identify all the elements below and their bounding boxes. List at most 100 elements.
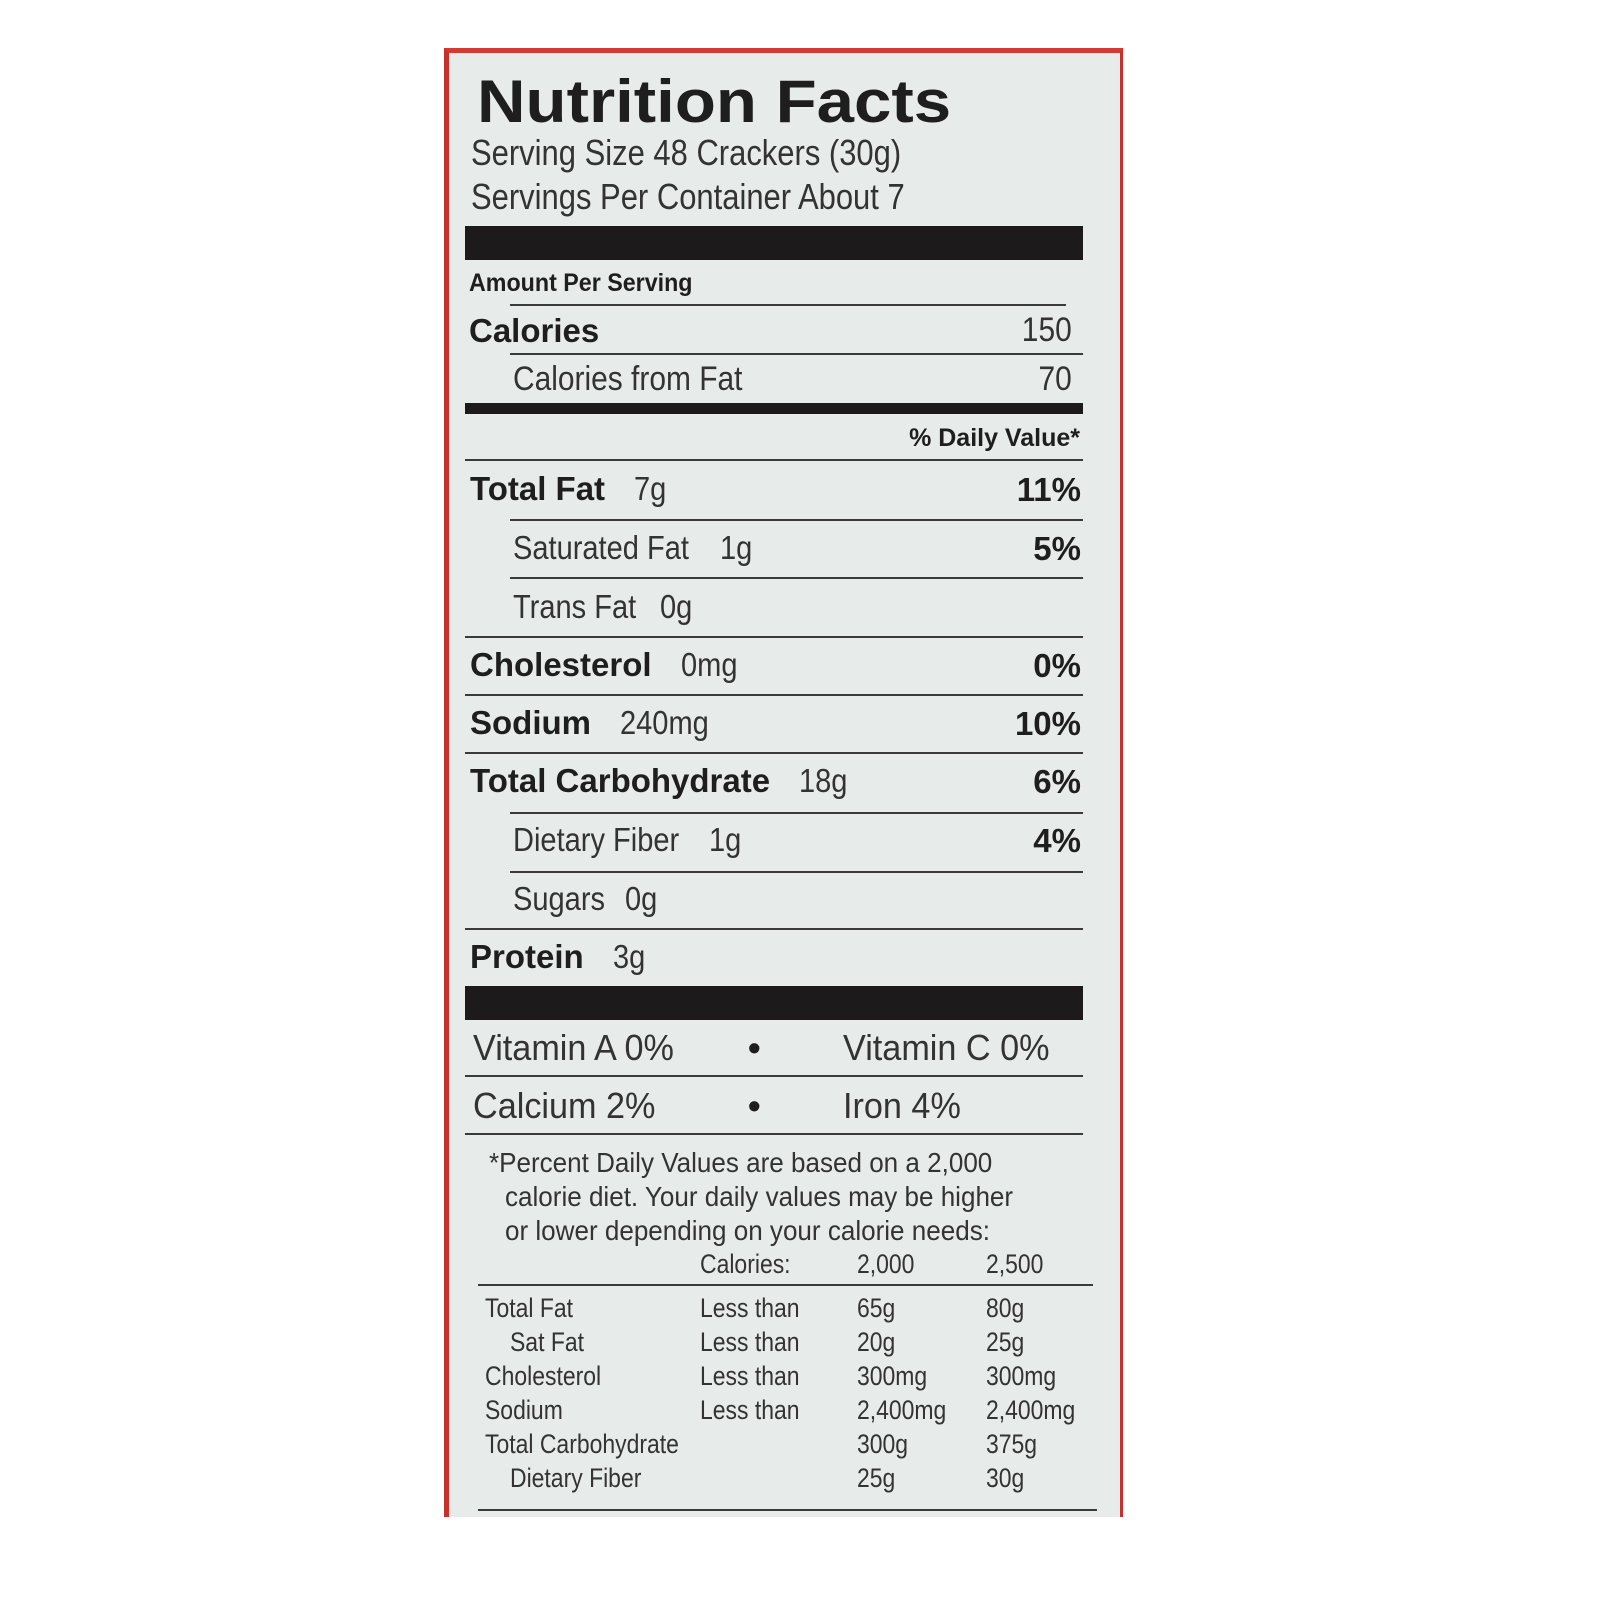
vitamin-right-text: Iron 4% <box>843 1085 961 1127</box>
nutrient-row: Dietary Fiber 1g <box>513 821 746 859</box>
dv-table-cell: 300mg <box>986 1361 1069 1392</box>
serving-size-text: Serving Size 48 Crackers (30g) <box>471 132 902 174</box>
divider <box>510 577 1083 579</box>
nutrient-row: Trans Fat 0g <box>513 588 697 626</box>
dv-table-cell-text: Total Fat <box>485 1293 574 1324</box>
dv-table-cell: Less than <box>700 1395 817 1426</box>
nutrient-daily-value: 5% <box>1033 530 1081 568</box>
dv-table-cell: 300mg <box>857 1361 940 1392</box>
dv-table-cell-text: Less than <box>700 1361 800 1392</box>
calories-label: Calories <box>469 312 599 350</box>
nutrient-amount: 7g <box>634 470 667 507</box>
nutrient-name: Trans Fat <box>513 588 637 625</box>
bullet-separator: • <box>748 1027 761 1068</box>
footnote-line: or lower depending on your calorie needs… <box>505 1215 1026 1247</box>
nutrient-daily-value-text: 4% <box>1033 821 1081 859</box>
nutrient-amount: 3g <box>612 938 646 975</box>
nutrient-daily-value: 6% <box>1033 763 1081 801</box>
dv-table-cell: Sat Fat <box>510 1327 597 1358</box>
nutrient-name: Cholesterol <box>470 646 652 683</box>
dv-table-header: Calories: <box>700 1249 807 1280</box>
vitamin-left: Vitamin A 0% <box>473 1027 684 1068</box>
dv-table-cell-text: 300mg <box>857 1361 928 1392</box>
thick-bar <box>465 986 1083 1020</box>
nutrient-name: Dietary Fiber <box>513 821 680 858</box>
vitamin-right-text: Vitamin C 0% <box>843 1027 1050 1069</box>
dv-table-cell: Dietary Fiber <box>510 1463 665 1494</box>
nutrient-daily-value-text: 10% <box>1014 704 1081 742</box>
dv-table-cell-text: 25g <box>857 1463 896 1494</box>
dv-table-cell-text: Dietary Fiber <box>510 1463 642 1494</box>
dv-table-cell-text: 300mg <box>986 1361 1057 1392</box>
divider <box>465 928 1083 930</box>
dv-table-cell: 20g <box>857 1327 902 1358</box>
vitamin-right: Iron 4% <box>843 1085 967 1126</box>
nutrient-row: Cholesterol 0mg <box>470 646 745 684</box>
vitamin-left: Calcium 2% <box>473 1085 665 1126</box>
dv-table-cell-text: Total Carbohydrate <box>485 1429 679 1460</box>
dv-table-cell-text: Less than <box>700 1293 800 1324</box>
divider <box>465 1075 1083 1077</box>
amount-per-serving-text: Amount Per Serving <box>469 268 693 297</box>
servings-per-container: Servings Per Container About 7 <box>471 176 975 217</box>
dv-table-cell-text: Sodium <box>485 1395 563 1426</box>
dv-table-cell-text: 300g <box>857 1429 909 1460</box>
bullet-separator: • <box>748 1085 761 1126</box>
nutrient-name: Total Fat <box>470 470 606 507</box>
divider <box>465 694 1083 696</box>
nutrient-daily-value-text: 0% <box>1033 646 1081 684</box>
nutrient-amount: 18g <box>799 762 848 799</box>
daily-value-header-text: % Daily Value* <box>909 423 1080 452</box>
dv-table-cell: 80g <box>986 1293 1031 1324</box>
divider <box>478 1284 1093 1286</box>
divider <box>510 812 1083 814</box>
calories-from-fat-label: Calories from Fat <box>513 360 774 399</box>
nutrient-name: Protein <box>470 938 584 975</box>
vitamin-left-text: Calcium 2% <box>473 1085 656 1127</box>
dv-table-cell-text: 65g <box>857 1293 896 1324</box>
dv-table-cell: Less than <box>700 1327 817 1358</box>
dv-table-header: 2,000 <box>857 1249 925 1280</box>
dv-table-header-text: 2,000 <box>857 1249 915 1280</box>
daily-value-header: % Daily Value* <box>909 424 1080 453</box>
medium-bar <box>465 403 1083 414</box>
dv-table-cell-text: 375g <box>986 1429 1038 1460</box>
divider <box>465 636 1083 638</box>
dv-table-header: 2,500 <box>986 1249 1054 1280</box>
title: Nutrition Facts <box>477 67 951 136</box>
calories-from-fat-label-text: Calories from Fat <box>513 360 743 399</box>
nutrient-row: Sodium 240mg <box>470 704 721 742</box>
divider <box>478 1509 1097 1511</box>
amount-per-serving: Amount Per Serving <box>469 269 709 298</box>
dv-table-cell-text: Cholesterol <box>485 1361 602 1392</box>
nutrient-daily-value: 11% <box>1017 471 1081 509</box>
calories-value-text: 150 <box>1022 311 1072 350</box>
nutrient-daily-value-text: 6% <box>1033 762 1081 800</box>
divider <box>465 459 1083 461</box>
nutrient-amount: 0g <box>660 588 693 625</box>
vitamin-right: Vitamin C 0% <box>843 1027 1060 1068</box>
nutrient-daily-value: 0% <box>1033 647 1081 685</box>
bullet-separator-text: • <box>748 1027 761 1069</box>
nutrient-name: Sugars <box>513 880 606 917</box>
dv-table-cell: 30g <box>986 1463 1031 1494</box>
calories-from-fat-value-text: 70 <box>1038 360 1072 399</box>
dv-table-cell-text: Sat Fat <box>510 1327 584 1358</box>
dv-table-cell: Total Fat <box>485 1293 589 1324</box>
bullet-separator-text: • <box>748 1085 761 1127</box>
nutrient-amount: 1g <box>720 529 753 566</box>
nutrient-amount: 0g <box>624 880 658 917</box>
nutrient-row: Protein 3g <box>470 938 650 976</box>
footnote-line-text: *Percent Daily Values are based on a 2,0… <box>489 1146 993 1178</box>
serving-size: Serving Size 48 Crackers (30g) <box>471 132 971 173</box>
nutrient-amount: 1g <box>709 821 742 858</box>
dv-table-cell: 65g <box>857 1293 902 1324</box>
dv-table-cell: 375g <box>986 1429 1046 1460</box>
nutrient-name: Saturated Fat <box>513 529 689 566</box>
nutrient-name: Sodium <box>470 704 591 741</box>
nutrient-row: Saturated Fat 1g <box>513 529 757 567</box>
dv-table-cell-text: Less than <box>700 1327 800 1358</box>
dv-table-cell-text: 30g <box>986 1463 1025 1494</box>
dv-table-cell-text: 20g <box>857 1327 896 1358</box>
footnote-line: *Percent Daily Values are based on a 2,0… <box>489 1147 1030 1179</box>
